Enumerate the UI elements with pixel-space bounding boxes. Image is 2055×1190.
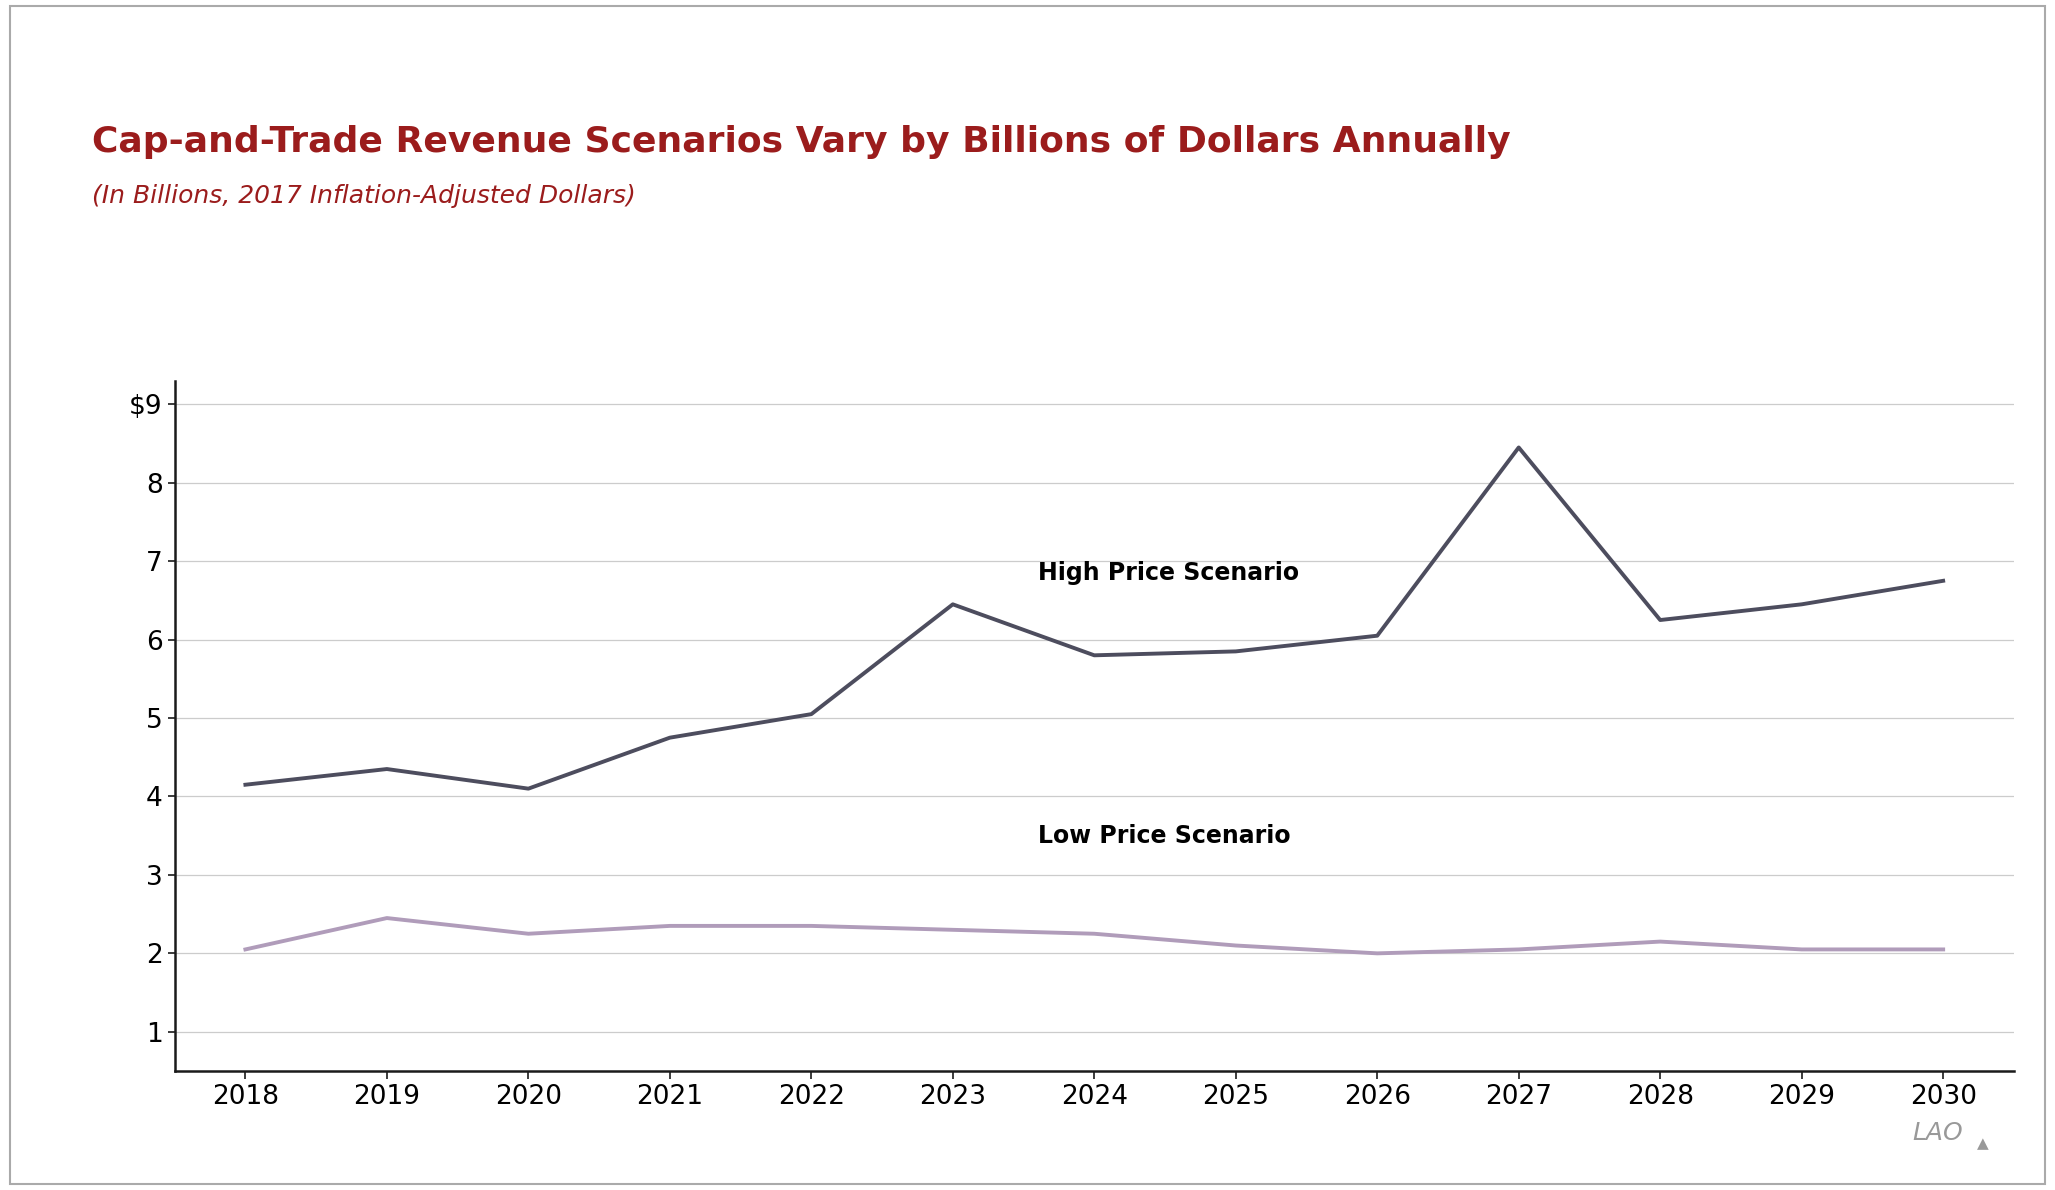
- Text: (In Billions, 2017 Inflation-Adjusted Dollars): (In Billions, 2017 Inflation-Adjusted Do…: [92, 184, 637, 208]
- Text: Low Price Scenario: Low Price Scenario: [1038, 823, 1291, 847]
- Text: Figure 6: Figure 6: [49, 38, 179, 65]
- Text: LAO: LAO: [1911, 1121, 1963, 1145]
- Text: ▲: ▲: [1977, 1135, 1989, 1151]
- Text: High Price Scenario: High Price Scenario: [1038, 560, 1299, 585]
- Text: Cap-and-Trade Revenue Scenarios Vary by Billions of Dollars Annually: Cap-and-Trade Revenue Scenarios Vary by …: [92, 125, 1510, 159]
